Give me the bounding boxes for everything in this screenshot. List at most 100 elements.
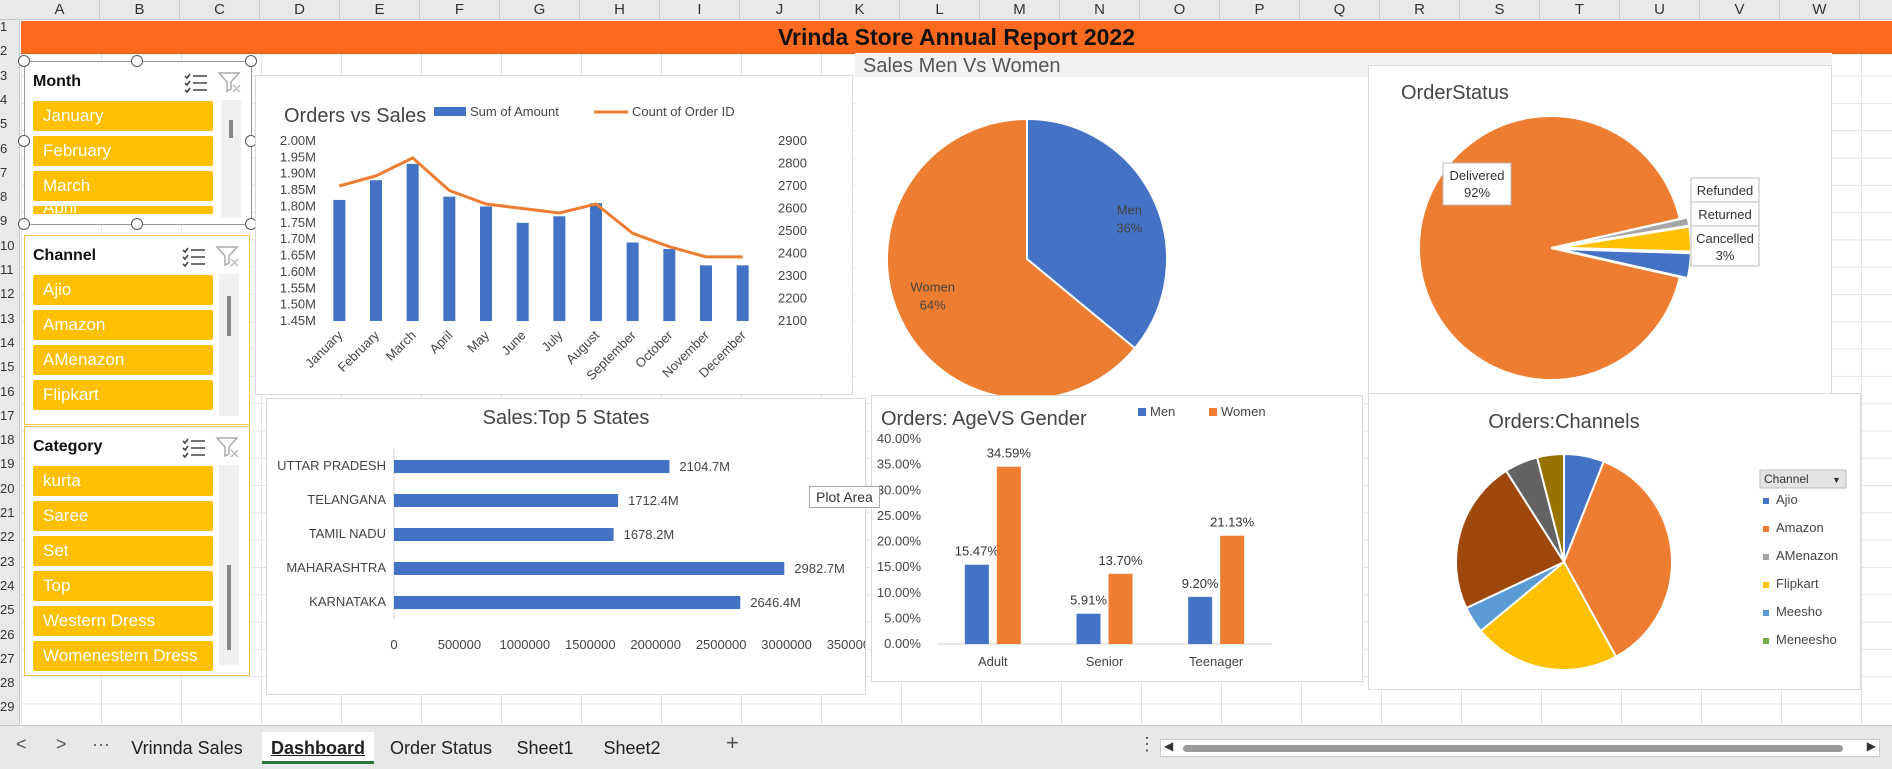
resize-handle[interactable]: [18, 135, 30, 147]
row-header-7[interactable]: 7: [0, 164, 8, 180]
column-header-v[interactable]: V: [1700, 0, 1780, 20]
column-header-d[interactable]: D: [260, 0, 340, 20]
row-header-29[interactable]: 29: [0, 699, 15, 715]
add-sheet-button[interactable]: +: [726, 730, 739, 755]
slicer-item-category[interactable]: Set: [33, 536, 213, 566]
slicer-item-channel[interactable]: Amazon: [33, 310, 213, 340]
order-status-chart[interactable]: OrderStatus Delivered 92% Refunded Returned 3…: [1368, 65, 1832, 395]
top-states-chart[interactable]: Sales:Top 5 States UTTAR PRADESH 2104.7M TE…: [266, 398, 877, 695]
column-header-l[interactable]: L: [900, 0, 980, 20]
channel-slicer-scrollbar[interactable]: [219, 274, 239, 416]
row-header-11[interactable]: 11: [0, 262, 14, 277]
row-header-9[interactable]: 9: [0, 213, 8, 229]
multi-select-icon[interactable]: [181, 436, 207, 458]
column-header-j[interactable]: J: [740, 0, 820, 20]
column-header-o[interactable]: O: [1140, 0, 1220, 20]
column-header-e[interactable]: E: [340, 0, 420, 20]
tab-options-icon[interactable]: ⋮: [1138, 734, 1156, 754]
sheet-tab-order-status[interactable]: Order Status: [389, 738, 493, 758]
orders-channels-chart[interactable]: Orders:Channels Channel ▼ Ajio Amazon AMenazo…: [1368, 393, 1861, 690]
category-slicer[interactable]: Category kurta Saree Set Top Western Dress Wo…: [24, 426, 250, 676]
row-header-4[interactable]: 4: [0, 91, 8, 107]
row-header-10[interactable]: 10: [0, 237, 15, 253]
sheet-tab-sheet2[interactable]: Sheet2: [603, 738, 661, 758]
clear-filter-icon[interactable]: [215, 245, 241, 267]
row-header-24[interactable]: 24: [0, 577, 15, 593]
slicer-item-channel[interactable]: AMenazon: [33, 345, 213, 375]
column-header-t[interactable]: T: [1540, 0, 1620, 20]
row-header-21[interactable]: 21: [0, 505, 15, 520]
row-header-18[interactable]: 18: [0, 432, 15, 448]
column-header-b[interactable]: B: [100, 0, 180, 20]
month-slicer[interactable]: Month January February March April: [24, 61, 252, 225]
slicer-item-category[interactable]: Womenestern Dress: [33, 641, 213, 671]
column-header-f[interactable]: F: [420, 0, 500, 20]
prev-sheet-button[interactable]: <: [16, 734, 27, 754]
scroll-left-icon[interactable]: ◀: [1164, 739, 1174, 753]
row-header-14[interactable]: 14: [0, 334, 15, 350]
orders-vs-sales-chart[interactable]: Orders vs Sales Sum of Amount Count of Ord…: [255, 75, 853, 395]
next-sheet-button[interactable]: >: [56, 734, 67, 754]
column-header-g[interactable]: G: [500, 0, 580, 20]
slicer-item-category[interactable]: Saree: [33, 501, 213, 531]
scroll-right-icon[interactable]: ▶: [1866, 739, 1876, 753]
slicer-item-month[interactable]: February: [33, 136, 213, 166]
row-header-16[interactable]: 16: [0, 383, 15, 399]
row-header-12[interactable]: 12: [0, 286, 15, 302]
row-header-28[interactable]: 28: [0, 675, 15, 691]
clear-filter-icon[interactable]: [215, 436, 241, 458]
clear-filter-icon[interactable]: [217, 71, 243, 93]
horizontal-scrollbar[interactable]: ◀ ▶: [1160, 739, 1880, 757]
slicer-item-month[interactable]: April: [33, 206, 213, 214]
row-header-6[interactable]: 6: [0, 140, 8, 156]
row-header-3[interactable]: 3: [0, 67, 8, 83]
column-header-k[interactable]: K: [820, 0, 900, 20]
slicer-item-category[interactable]: kurta: [33, 466, 213, 496]
column-header-a[interactable]: A: [20, 0, 100, 20]
column-header-r[interactable]: R: [1380, 0, 1460, 20]
slicer-item-month[interactable]: March: [33, 171, 213, 201]
row-header-5[interactable]: 5: [0, 116, 8, 132]
month-slicer-scrollbar[interactable]: [221, 100, 241, 218]
resize-handle[interactable]: [131, 218, 143, 230]
slicer-item-month[interactable]: January: [33, 101, 213, 131]
slicer-item-category[interactable]: Western Dress: [33, 606, 213, 636]
row-header-1[interactable]: 1: [0, 19, 8, 34]
row-header-26[interactable]: 26: [0, 626, 15, 642]
column-header-c[interactable]: C: [180, 0, 260, 20]
more-sheets-button[interactable]: ···: [92, 734, 110, 754]
row-header-2[interactable]: 2: [0, 43, 8, 59]
row-header-13[interactable]: 13: [0, 310, 15, 326]
resize-handle[interactable]: [18, 218, 30, 230]
resize-handle[interactable]: [131, 55, 143, 67]
row-header-19[interactable]: 19: [0, 456, 15, 472]
channel-slicer[interactable]: Channel Ajio Amazon AMenazon Flipkart: [24, 235, 250, 425]
column-header-m[interactable]: M: [980, 0, 1060, 20]
resize-handle[interactable]: [18, 55, 30, 67]
column-header-h[interactable]: H: [580, 0, 660, 20]
report-title-banner[interactable]: Vrinda Store Annual Report 2022: [21, 21, 1892, 54]
slicer-item-channel[interactable]: Ajio: [33, 275, 213, 305]
resize-handle[interactable]: [245, 55, 257, 67]
column-header-u[interactable]: U: [1620, 0, 1700, 20]
row-header-8[interactable]: 8: [0, 189, 8, 205]
row-header-25[interactable]: 25: [0, 602, 15, 618]
sheet-tab-sheet1[interactable]: Sheet1: [516, 738, 574, 758]
column-header-n[interactable]: N: [1060, 0, 1140, 20]
column-header-i[interactable]: I: [660, 0, 740, 20]
row-header-20[interactable]: 20: [0, 480, 15, 496]
column-header-s[interactable]: S: [1460, 0, 1540, 20]
slicer-item-category[interactable]: Top: [33, 571, 213, 601]
column-header-w[interactable]: W: [1780, 0, 1860, 20]
slicer-item-channel[interactable]: Flipkart: [33, 380, 213, 410]
row-header-23[interactable]: 23: [0, 553, 15, 569]
column-header-q[interactable]: Q: [1300, 0, 1380, 20]
scroll-thumb[interactable]: [1183, 745, 1843, 752]
multi-select-icon[interactable]: [183, 71, 209, 93]
multi-select-icon[interactable]: [181, 245, 207, 267]
row-header-15[interactable]: 15: [0, 359, 15, 375]
row-header-22[interactable]: 22: [0, 529, 15, 545]
sheet-tab-vrinnda-sales[interactable]: Vrinnda Sales: [131, 738, 243, 758]
column-header-p[interactable]: P: [1220, 0, 1300, 20]
row-header-27[interactable]: 27: [0, 650, 15, 666]
